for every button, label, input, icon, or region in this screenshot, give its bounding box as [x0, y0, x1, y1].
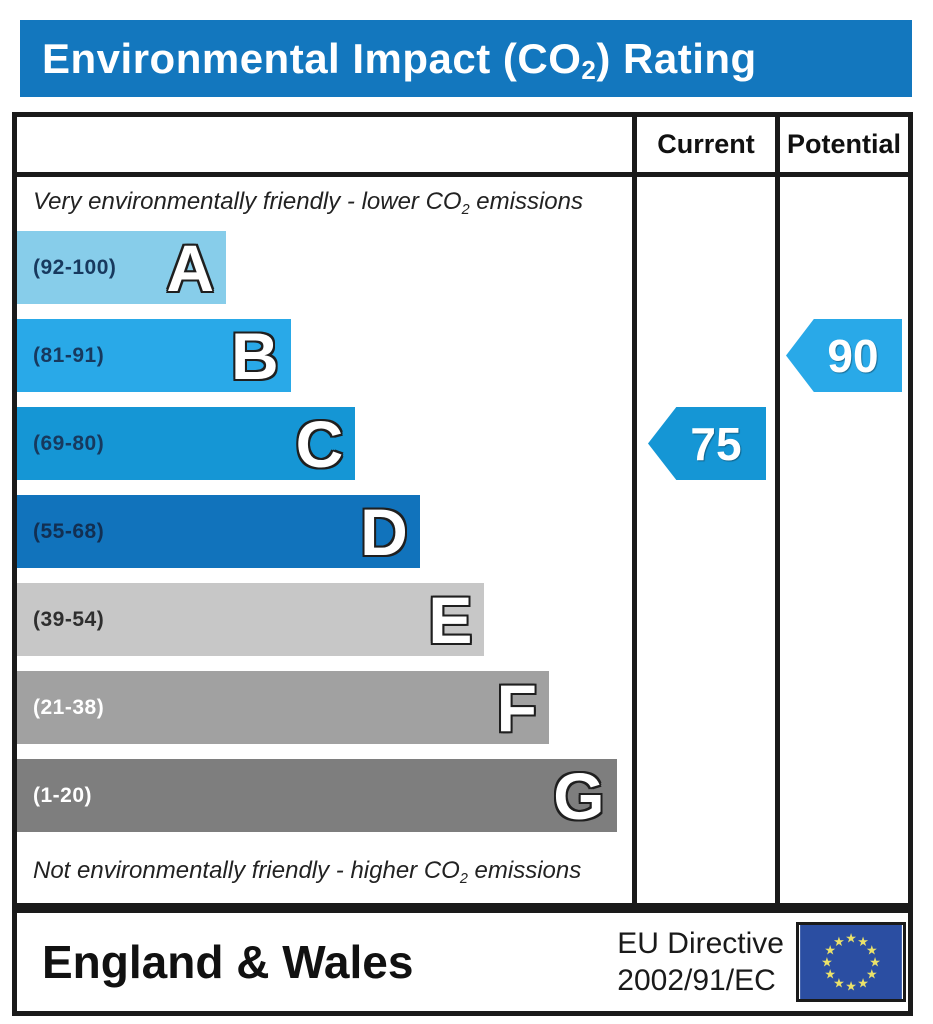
current-column: 75	[632, 177, 775, 903]
svg-text:★: ★	[845, 980, 857, 995]
band-range-label: (81-91)	[33, 343, 105, 367]
rating-table: Current Potential Very environmentally f…	[12, 112, 913, 908]
bottom-note: Not environmentally friendly - higher CO…	[33, 857, 582, 888]
band-bar-f: (21-38) F	[17, 671, 549, 744]
band-row-a: (92-100) A	[17, 231, 632, 304]
svg-text:★: ★	[845, 932, 857, 947]
band-range-label: (69-80)	[33, 431, 105, 455]
svg-text:★: ★	[824, 968, 836, 983]
eu-directive-label: EU Directive 2002/91/EC	[617, 926, 784, 998]
potential-rating-arrow: 90	[786, 319, 902, 392]
band-letter: C	[295, 406, 344, 481]
svg-text:★: ★	[866, 944, 878, 959]
current-rating-value: 75	[690, 417, 742, 470]
title-co2-subscript: 2	[581, 55, 597, 85]
band-row-b: (81-91) B	[17, 319, 632, 392]
band-range-label: (55-68)	[33, 519, 105, 543]
title-bar: Environmental Impact (CO2) Rating	[20, 20, 912, 97]
potential-header: Potential	[775, 117, 908, 172]
band-bar-c: (69-80) C	[17, 406, 356, 481]
band-letter: G	[553, 758, 605, 833]
band-bar-e: (39-54) E	[17, 582, 485, 657]
header-row: Current Potential	[17, 117, 908, 177]
footer-right: EU Directive 2002/91/EC ★ ★ ★ ★ ★ ★ ★ ★ ★ ★ ★ ★	[617, 922, 908, 1002]
chart-body: Very environmentally friendly - lower CO…	[17, 177, 908, 903]
band-bar-a: (92-100) A	[17, 230, 227, 305]
band-row-e: (39-54) E	[17, 583, 632, 656]
band-letter: E	[428, 582, 473, 657]
potential-rating-value: 90	[827, 329, 879, 382]
band-row-c: (69-80) C	[17, 407, 632, 480]
svg-text:★: ★	[824, 944, 836, 959]
top-note: Very environmentally friendly - lower CO…	[33, 188, 583, 219]
band-range-label: (39-54)	[33, 607, 105, 631]
band-letter: A	[166, 230, 215, 305]
current-rating-arrow: 75	[648, 407, 766, 480]
svg-text:★: ★	[857, 935, 869, 950]
page-title: Environmental Impact (CO2) Rating	[42, 34, 757, 86]
band-bar-d: (55-68) D	[17, 495, 420, 568]
potential-column: 90	[775, 177, 908, 903]
band-letter: D	[360, 494, 408, 569]
band-bars: (92-100) A (81-91) B (69-80) C (55-68) D (39-54)…	[17, 231, 632, 832]
band-bar-g: (1-20) G	[17, 759, 617, 832]
band-row-d: (55-68) D	[17, 495, 632, 568]
region-label: England & Wales	[42, 936, 414, 988]
band-row-f: (21-38) F	[17, 671, 632, 744]
band-letter: B	[231, 318, 279, 393]
svg-text:★: ★	[833, 935, 845, 950]
header-spacer	[17, 117, 632, 172]
band-range-label: (21-38)	[33, 695, 105, 719]
svg-text:★: ★	[857, 976, 869, 991]
band-range-label: (92-100)	[33, 255, 117, 279]
eu-flag-icon: ★ ★ ★ ★ ★ ★ ★ ★ ★ ★ ★ ★	[796, 922, 906, 1002]
band-row-g: (1-20) G	[17, 759, 632, 832]
band-bar-b: (81-91) B	[17, 319, 291, 392]
svg-text:★: ★	[866, 968, 878, 983]
band-range-label: (1-20)	[33, 783, 93, 807]
footer: England & Wales EU Directive 2002/91/EC …	[12, 908, 913, 1016]
svg-text:★: ★	[869, 956, 881, 971]
band-letter: F	[496, 670, 537, 745]
svg-text:★: ★	[821, 956, 833, 971]
current-header: Current	[632, 117, 775, 172]
svg-text:★: ★	[833, 976, 845, 991]
band-column: Very environmentally friendly - lower CO…	[17, 177, 632, 903]
